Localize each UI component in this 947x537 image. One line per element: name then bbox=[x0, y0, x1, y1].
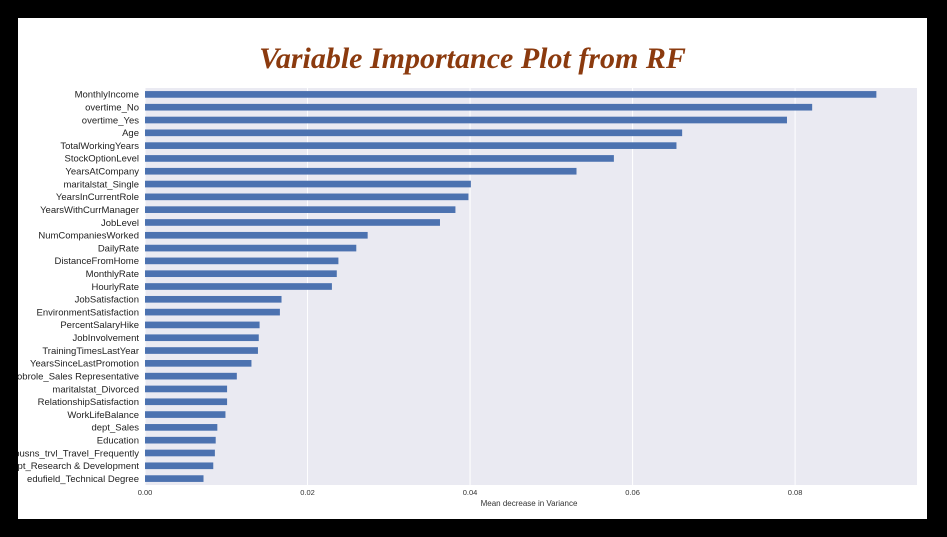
y-tick-label: jobrole_Sales Representative bbox=[18, 371, 139, 382]
bar bbox=[145, 116, 787, 124]
y-tick-label: maritalstat_Divorced bbox=[52, 384, 139, 395]
bar bbox=[145, 257, 339, 265]
bar bbox=[145, 231, 368, 239]
chart-title: Variable Importance Plot from RF bbox=[259, 42, 686, 75]
bar bbox=[145, 206, 456, 213]
x-tick-label: 0.08 bbox=[788, 488, 803, 497]
bar bbox=[145, 142, 677, 149]
x-tick-label: 0.02 bbox=[300, 488, 315, 497]
bar bbox=[145, 219, 440, 226]
bar bbox=[145, 103, 813, 111]
y-tick-label: EnvironmentSatisfaction bbox=[37, 307, 139, 318]
y-tick-label: HourlyRate bbox=[91, 282, 139, 293]
y-tick-label: WorkLifeBalance bbox=[67, 410, 139, 421]
y-tick-label: TotalWorkingYears bbox=[60, 141, 139, 152]
x-tick-label: 0.06 bbox=[625, 488, 640, 497]
slide-frame: Variable Importance Plot from RF 0.00 0.0… bbox=[18, 18, 927, 519]
y-tick-label: dept_Sales bbox=[91, 423, 139, 434]
y-tick-label: dept_Research & Development bbox=[18, 461, 139, 472]
bar bbox=[145, 334, 259, 342]
x-axis-label: Mean decrease in Variance bbox=[481, 499, 578, 508]
y-tick-label: YearsAtCompany bbox=[65, 167, 139, 178]
y-tick-label: Age bbox=[122, 128, 139, 139]
y-tick-label: edufield_Technical Degree bbox=[27, 474, 139, 485]
y-tick-label: DistanceFromHome bbox=[55, 256, 139, 267]
y-tick-label: MonthlyIncome bbox=[75, 90, 139, 101]
x-tick-label: 0.04 bbox=[463, 488, 478, 497]
bar bbox=[145, 372, 237, 380]
y-tick-label: maritalstat_Single bbox=[63, 179, 139, 190]
bar bbox=[145, 424, 218, 431]
bar bbox=[145, 180, 471, 188]
y-tick-label: YearsWithCurrManager bbox=[40, 205, 139, 216]
y-tick-label: YearsInCurrentRole bbox=[56, 192, 139, 203]
bar bbox=[145, 475, 204, 482]
bar bbox=[145, 385, 228, 393]
y-tick-label: Education bbox=[97, 435, 139, 446]
bar bbox=[145, 283, 332, 290]
bar bbox=[145, 167, 577, 175]
y-tick-label: RelationshipSatisfaction bbox=[38, 397, 139, 408]
bar bbox=[145, 129, 683, 137]
bar bbox=[145, 449, 215, 457]
bar bbox=[145, 193, 469, 201]
y-tick-label: busns_trvl_Travel_Frequently bbox=[18, 448, 139, 459]
bar bbox=[145, 321, 260, 329]
y-tick-label: DailyRate bbox=[98, 243, 139, 254]
bar bbox=[145, 244, 357, 252]
bar bbox=[145, 308, 280, 316]
y-tick-label: JobInvolvement bbox=[72, 333, 139, 344]
y-tick-label: MonthlyRate bbox=[86, 269, 139, 280]
y-tick-label: PercentSalaryHike bbox=[60, 320, 139, 331]
bar bbox=[145, 347, 258, 354]
bar bbox=[145, 462, 214, 470]
bar-chart: 0.00 0.02 0.04 0.06 0.08 MonthlyIncome overtim… bbox=[18, 88, 917, 508]
y-tick-label: YearsSinceLastPromotion bbox=[30, 359, 139, 370]
y-tick-label: overtime_Yes bbox=[82, 115, 139, 126]
bar bbox=[145, 398, 228, 406]
bar bbox=[145, 295, 282, 303]
y-tick-label: StockOptionLevel bbox=[65, 154, 139, 165]
bar bbox=[145, 411, 226, 418]
y-tick-label: JobSatisfaction bbox=[75, 295, 139, 306]
y-tick-label: TrainingTimesLastYear bbox=[42, 346, 139, 357]
bar bbox=[145, 436, 216, 444]
bar bbox=[145, 270, 337, 278]
y-tick-label: NumCompaniesWorked bbox=[38, 231, 139, 242]
y-tick-label: JobLevel bbox=[101, 218, 139, 229]
bar bbox=[145, 91, 877, 98]
y-tick-label: overtime_No bbox=[85, 103, 139, 114]
x-tick-label: 0.00 bbox=[138, 488, 153, 497]
bar bbox=[145, 360, 252, 367]
bar bbox=[145, 155, 614, 162]
